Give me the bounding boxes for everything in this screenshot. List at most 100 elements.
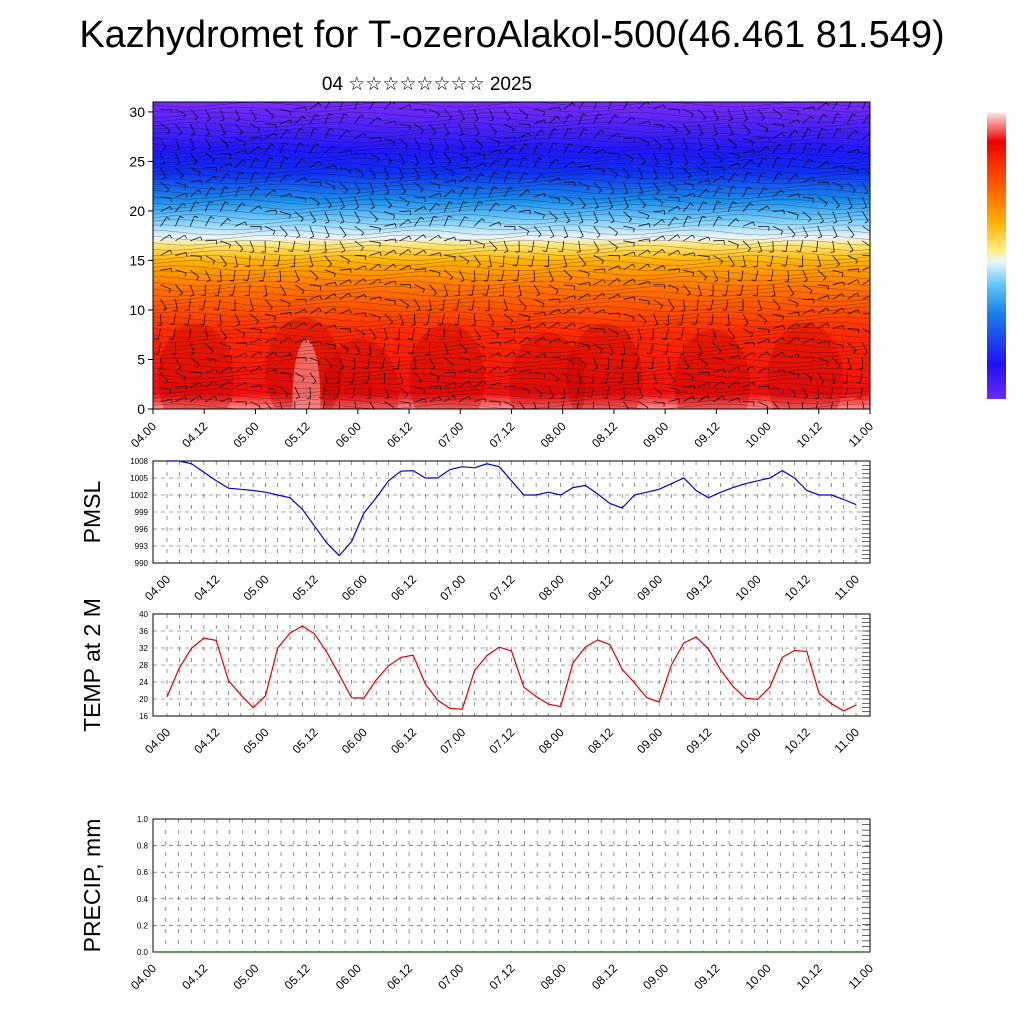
wind-barb-flag bbox=[318, 161, 322, 165]
wind-barb-flag bbox=[528, 389, 530, 394]
y-tick-label: 0.4 bbox=[137, 895, 149, 904]
wind-barb-flag bbox=[761, 171, 766, 174]
wind-barb bbox=[503, 401, 515, 407]
wind-barb bbox=[444, 236, 455, 242]
wind-barb bbox=[414, 249, 425, 256]
wind-barb bbox=[235, 149, 246, 154]
wind-barb bbox=[847, 129, 855, 139]
wind-barb bbox=[757, 313, 767, 321]
wind-barb bbox=[309, 143, 316, 154]
wind-barb-flag bbox=[224, 186, 229, 189]
wind-barb-flag bbox=[697, 294, 702, 297]
wind-barb bbox=[190, 343, 195, 354]
wind-barb bbox=[309, 196, 320, 204]
wind-barb-flag bbox=[528, 337, 531, 341]
wind-barb bbox=[399, 401, 411, 404]
wind-barb-flag bbox=[725, 324, 730, 326]
wind-barb bbox=[232, 284, 236, 296]
wind-barb-flag bbox=[162, 177, 166, 180]
wind-barb bbox=[396, 343, 400, 354]
wind-barb-flag bbox=[812, 177, 815, 182]
isotherm bbox=[153, 296, 870, 302]
wind-barb bbox=[623, 240, 635, 244]
wind-barb-flag bbox=[642, 161, 646, 165]
wind-barb bbox=[653, 138, 662, 147]
wind-barb-flag bbox=[379, 252, 382, 257]
wind-barb-flag bbox=[423, 338, 428, 340]
wind-barb bbox=[531, 240, 535, 252]
wind-barb-flag bbox=[751, 366, 755, 370]
wind-barb-flag bbox=[676, 289, 679, 294]
wind-barb bbox=[503, 299, 508, 310]
wind-barb-flag bbox=[558, 412, 562, 413]
wind-barb-flag bbox=[660, 202, 664, 207]
wind-barb-flag bbox=[707, 324, 712, 326]
wind-barb-flag bbox=[210, 187, 215, 190]
isotherm bbox=[153, 367, 870, 374]
wind-barb-flag bbox=[647, 249, 651, 254]
wind-barb bbox=[772, 299, 781, 308]
wind-barb-flag bbox=[812, 412, 816, 413]
wind-barb-flag bbox=[736, 346, 739, 351]
wind-barb bbox=[772, 337, 783, 344]
wind-barb-flag bbox=[836, 205, 840, 209]
wind-barb-flag bbox=[582, 205, 586, 209]
wind-barb bbox=[369, 182, 375, 193]
wind-barb bbox=[680, 328, 684, 340]
wind-barb bbox=[548, 115, 557, 125]
wind-barb bbox=[533, 353, 545, 359]
wind-barb-flag bbox=[589, 282, 591, 287]
y-tick-label: 1005 bbox=[130, 474, 148, 483]
isotherm bbox=[153, 321, 870, 328]
wind-barb-flag bbox=[796, 336, 800, 341]
wind-barb bbox=[712, 395, 723, 402]
wind-barb bbox=[518, 172, 525, 183]
wind-barb-flag bbox=[230, 154, 232, 159]
wind-barb bbox=[846, 401, 848, 409]
wind-barb-flag bbox=[812, 198, 815, 203]
wind-barb-flag bbox=[304, 198, 307, 203]
wind-barb bbox=[623, 313, 635, 318]
wind-barb-flag bbox=[220, 119, 225, 122]
isotherm bbox=[153, 332, 870, 338]
wind-barb-flag bbox=[708, 236, 711, 241]
wind-barb-flag bbox=[374, 218, 378, 223]
wind-barb-flag bbox=[573, 295, 576, 300]
wind-barb-flag bbox=[489, 119, 494, 122]
wind-barb-flag bbox=[289, 111, 292, 116]
wind-barb bbox=[652, 328, 654, 340]
wind-barb bbox=[668, 153, 673, 164]
wind-barb-flag bbox=[827, 286, 829, 291]
wind-barb bbox=[697, 284, 702, 296]
wind-barb-flag bbox=[572, 361, 575, 366]
wind-barb-flag bbox=[509, 320, 513, 325]
wind-barb-flag bbox=[275, 209, 277, 215]
wind-barb bbox=[578, 211, 584, 222]
wind-barb-flag bbox=[542, 303, 545, 308]
wind-barb bbox=[309, 114, 316, 125]
wind-barb-flag bbox=[685, 366, 690, 370]
wind-barb bbox=[279, 284, 287, 295]
wind-barb bbox=[324, 357, 333, 367]
wind-barb-flag bbox=[626, 176, 630, 180]
wind-barb bbox=[338, 401, 341, 409]
wind-barb-flag bbox=[285, 393, 289, 398]
wind-barb bbox=[847, 279, 858, 286]
wind-barb bbox=[473, 328, 481, 338]
wind-barb bbox=[414, 196, 426, 199]
wind-barb bbox=[608, 152, 620, 155]
wind-barb bbox=[205, 255, 216, 262]
wind-barb-flag bbox=[524, 143, 529, 147]
wind-barb-flag bbox=[629, 100, 633, 102]
x-tick-label: 08.12 bbox=[589, 961, 620, 992]
wind-barb bbox=[249, 338, 261, 344]
wind-barb bbox=[578, 325, 590, 329]
wind-barb bbox=[697, 189, 707, 198]
wind-barb-flag bbox=[582, 113, 587, 116]
wind-barb-flag bbox=[646, 407, 649, 409]
wind-barb-flag bbox=[394, 223, 397, 228]
wind-barb bbox=[593, 102, 598, 110]
wind-barb bbox=[205, 357, 217, 361]
wind-barb bbox=[847, 240, 854, 251]
wind-barb bbox=[488, 221, 500, 227]
